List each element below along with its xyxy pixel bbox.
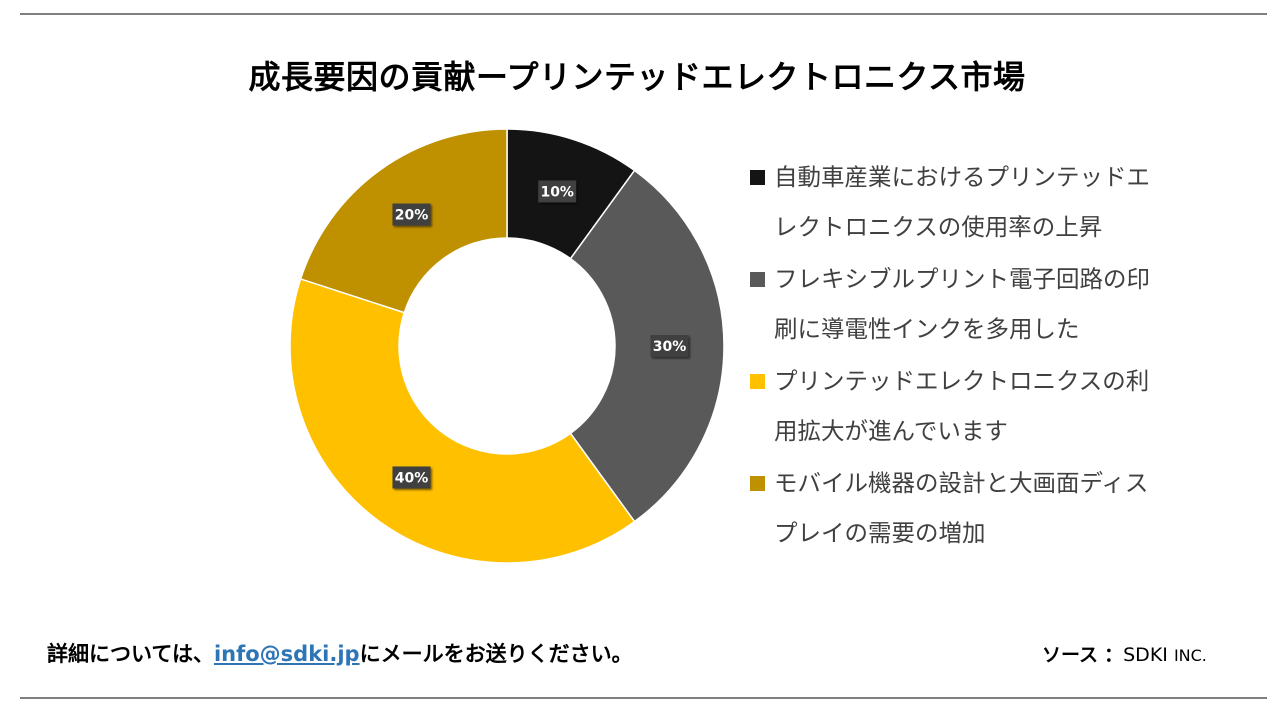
slice-label-box: [650, 335, 689, 357]
legend-swatch-usage-expansion: [750, 374, 765, 389]
legend-label-line1: 自動車産業におけるプリンテッドエ: [774, 163, 1150, 191]
donut-slice-usage-expansion: [289, 277, 636, 564]
source-separator: ：: [1104, 644, 1124, 666]
legend-label-line2: プレイの需要の増加: [774, 519, 986, 547]
legend-swatch-conductive-ink: [750, 272, 765, 287]
slice-label-text: 10%: [540, 184, 574, 200]
legend-label-line2: 用拡大が進んでいます: [774, 417, 1008, 445]
top-divider: [20, 13, 1267, 15]
bottom-divider: [20, 697, 1267, 699]
legend-label-line1: モバイル機器の設計と大画面ディス: [774, 469, 1149, 497]
legend-label-line1: プリンテッドエレクトロニクスの利: [774, 367, 1150, 395]
slice-label-conductive-ink: 30%: [650, 335, 689, 357]
source-inc: INC.: [1173, 646, 1207, 665]
contact-suffix: にメールをお送りください。: [359, 642, 633, 666]
donut-slice-conductive-ink: [569, 169, 725, 523]
slice-label-text: 30%: [653, 339, 687, 355]
chart-legend: 自動車産業におけるプリンテッドエ レクトロニクスの使用率の上昇 フレキシブルプリ…: [750, 152, 1220, 560]
chart-title: 成長要因の貢献ープリンテッドエレクトロニクス市場: [248, 58, 1026, 96]
slice-label-box: [392, 466, 431, 489]
slice-label-text: 40%: [395, 470, 429, 486]
slice-label-automotive: 10%: [538, 180, 577, 203]
slice-label-mobile-display: 20%: [392, 203, 431, 226]
legend-label-line2: 刷に導電性インクを多用した: [774, 315, 1080, 343]
source-label: ソース: [1042, 644, 1099, 666]
legend-label-line1: フレキシブルプリント電子回路の印: [774, 265, 1150, 293]
legend-swatch-automotive: [750, 170, 765, 185]
legend-item-conductive-ink: フレキシブルプリント電子回路の印 刷に導電性インクを多用した: [750, 254, 1220, 354]
contact-note: 詳細については、info@sdki.jpにメールをお送りください。: [47, 638, 633, 668]
slice-label-text: 20%: [395, 208, 429, 224]
slice-label-box: [392, 203, 431, 226]
source-name: SDKI: [1123, 644, 1168, 666]
legend-swatch-mobile-display: [750, 476, 765, 491]
source-credit: ソース ：SDKI INC.: [1042, 640, 1207, 667]
legend-label-line2: レクトロニクスの使用率の上昇: [774, 213, 1103, 241]
legend-item-mobile-display: モバイル機器の設計と大画面ディス プレイの需要の増加: [750, 458, 1220, 558]
donut-chart: 10% 30% 40% 20%: [289, 128, 725, 564]
slice-label-box: [538, 180, 577, 203]
email-link[interactable]: info@sdki.jp: [213, 642, 360, 666]
legend-item-automotive: 自動車産業におけるプリンテッドエ レクトロニクスの使用率の上昇: [750, 152, 1220, 252]
slice-label-usage-expansion: 40%: [392, 466, 431, 489]
legend-item-usage-expansion: プリンテッドエレクトロニクスの利 用拡大が進んでいます: [750, 356, 1220, 456]
contact-prefix: 詳細については、: [47, 642, 214, 666]
